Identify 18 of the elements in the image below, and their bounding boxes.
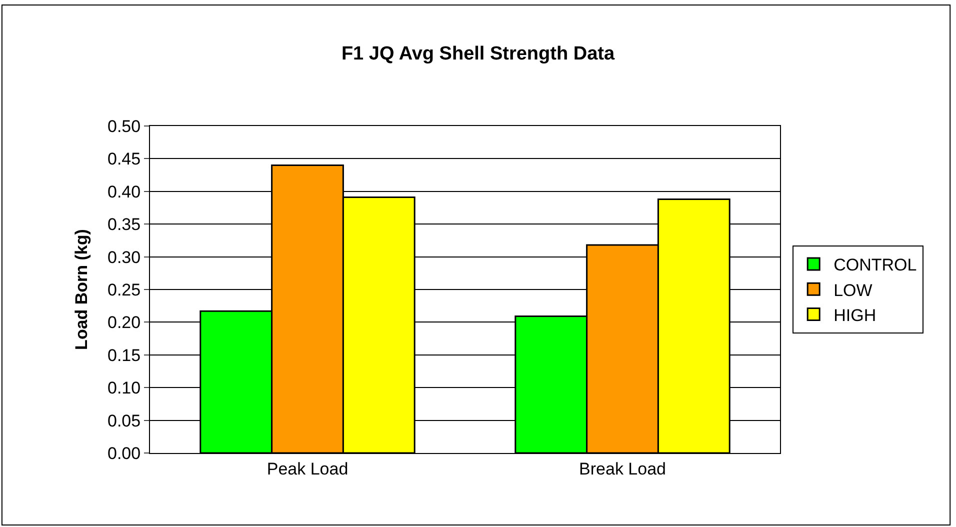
y-tick-label: 0.00 xyxy=(108,444,141,463)
y-tick-label: 0.15 xyxy=(108,346,141,365)
chart-title: F1 JQ Avg Shell Strength Data xyxy=(341,43,615,64)
x-tick-label: Break Load xyxy=(579,459,666,478)
legend-label: LOW xyxy=(834,280,872,300)
y-tick-label: 0.10 xyxy=(108,378,141,398)
y-tick-label: 0.40 xyxy=(108,182,141,202)
legend-label: CONTROL xyxy=(834,256,917,275)
y-tick-label: 0.30 xyxy=(108,248,141,267)
y-tick-label: 0.45 xyxy=(108,150,141,169)
y-tick-label: 0.25 xyxy=(108,280,141,300)
legend-label: HIGH xyxy=(834,306,876,325)
y-tick-label: 0.05 xyxy=(108,411,141,430)
y-axis-title: Load Born (kg) xyxy=(72,229,92,350)
y-tick-label: 0.35 xyxy=(108,215,141,234)
y-tick-label: 0.20 xyxy=(108,313,141,332)
x-tick-label: Peak Load xyxy=(266,459,348,478)
y-tick-label: 0.50 xyxy=(108,116,141,136)
